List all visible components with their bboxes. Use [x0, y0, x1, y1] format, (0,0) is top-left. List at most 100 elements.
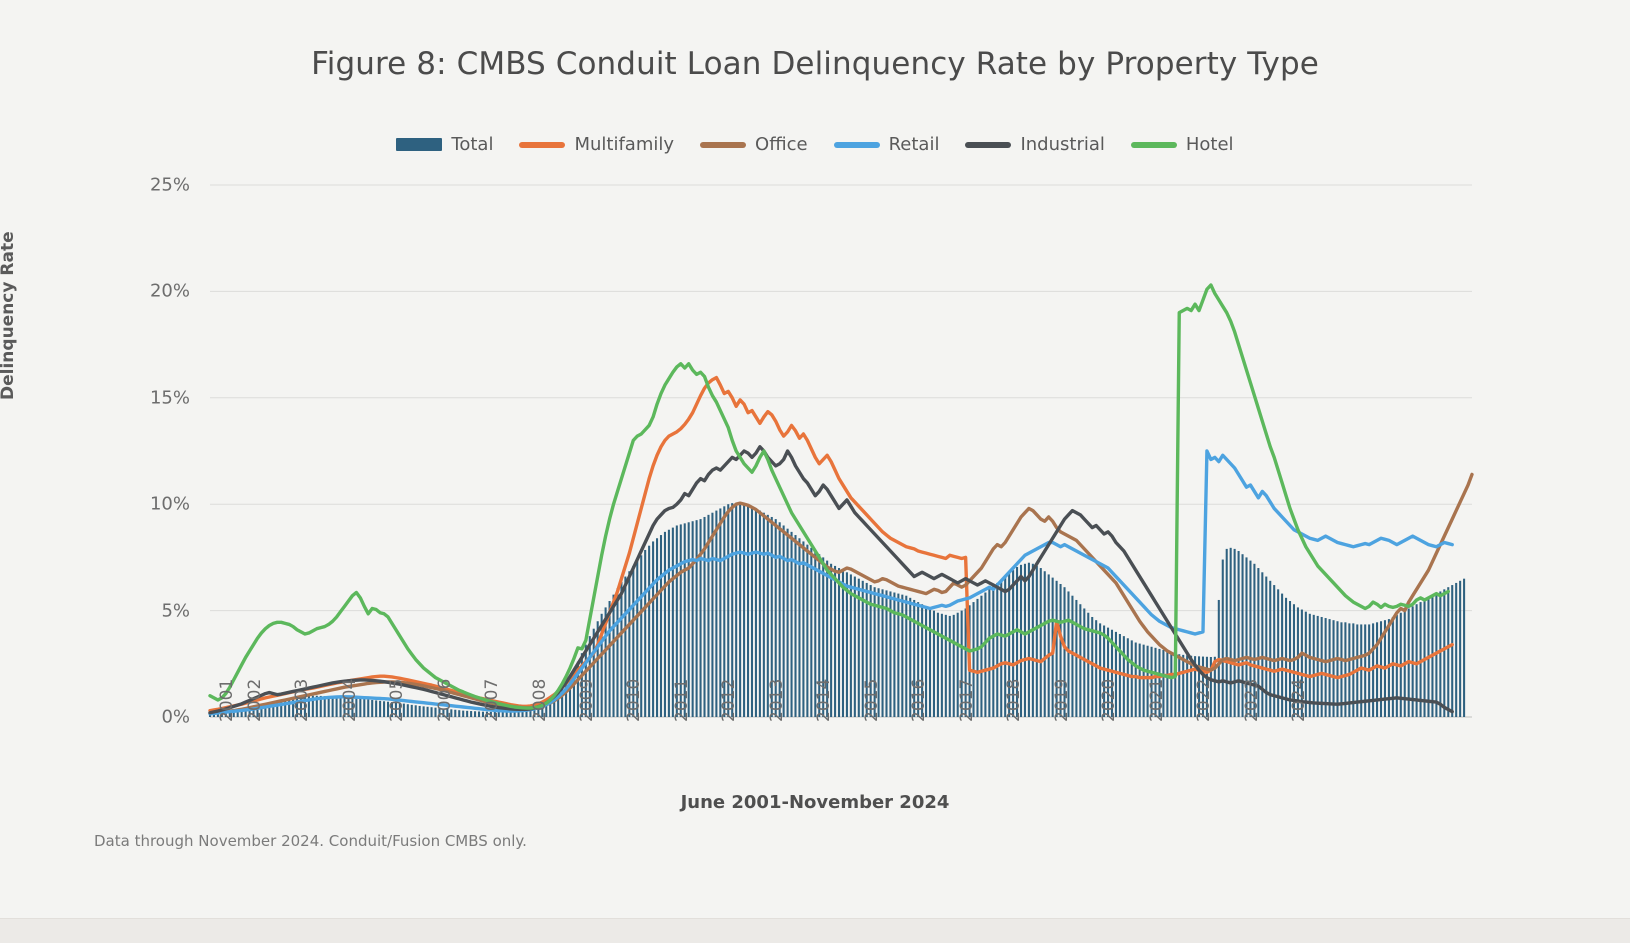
- total-bar: [367, 699, 370, 717]
- total-bar: [359, 698, 362, 717]
- total-bar: [877, 588, 880, 717]
- total-bar: [723, 506, 726, 717]
- total-bar: [477, 711, 481, 717]
- x-tick-label: 2007: [482, 678, 503, 722]
- total-bar: [363, 699, 366, 717]
- total-bar: [762, 512, 765, 717]
- total-bar: [837, 568, 841, 717]
- legend-item-industrial[interactable]: Industrial: [965, 134, 1105, 155]
- total-bar: [438, 708, 441, 717]
- total-bar: [513, 711, 516, 717]
- x-tick-label: 2012: [719, 678, 740, 722]
- total-bar: [327, 696, 330, 717]
- y-tick-label: 10%: [149, 493, 190, 515]
- total-bar: [315, 695, 318, 717]
- total-bar: [371, 699, 374, 717]
- legend-item-label: Industrial: [1020, 134, 1105, 155]
- total-bar: [1447, 587, 1450, 717]
- total-bar: [794, 535, 797, 717]
- y-axis-tick-labels: 0% 5% 10% 15% 20% 25%: [118, 175, 190, 728]
- total-bar: [845, 572, 848, 717]
- total-bar: [841, 570, 845, 717]
- y-tick-label: 15%: [149, 387, 190, 409]
- total-bar: [996, 582, 999, 717]
- total-bar: [1451, 585, 1454, 717]
- total-bar: [335, 696, 338, 717]
- total-bar: [252, 706, 255, 717]
- total-bar: [1039, 568, 1042, 717]
- total-bar: [960, 610, 963, 717]
- total-bar: [1059, 584, 1062, 717]
- x-tick-label: 2020: [1099, 678, 1120, 722]
- total-bar: [750, 507, 754, 717]
- series-line-office: [208, 472, 1474, 715]
- total-bar: [616, 588, 619, 717]
- legend-item-hotel[interactable]: Hotel: [1130, 134, 1234, 155]
- total-bar: [521, 709, 524, 717]
- total-bar: [806, 544, 809, 717]
- total-bar: [703, 516, 706, 717]
- total-bar: [351, 697, 354, 717]
- total-bar: [553, 696, 556, 717]
- total-bar: [667, 529, 670, 717]
- total-bar: [568, 677, 572, 717]
- legend-item-label: Office: [755, 134, 808, 155]
- total-bar: [976, 598, 979, 717]
- total-bar: [1253, 563, 1256, 717]
- x-tick-label: 2021: [1146, 678, 1167, 722]
- total-bar: [1166, 651, 1169, 717]
- legend-item-office[interactable]: Office: [700, 134, 808, 155]
- total-bar: [1352, 623, 1355, 717]
- total-bar: [774, 519, 777, 717]
- total-bar: [964, 608, 967, 717]
- total-bar: [972, 602, 975, 717]
- total-bar: [1439, 591, 1442, 717]
- total-bar: [323, 696, 326, 717]
- total-bar: [1336, 621, 1339, 717]
- total-bar: [1055, 580, 1058, 717]
- total-bar: [1241, 554, 1244, 717]
- total-bar: [695, 520, 698, 717]
- total-bar: [232, 710, 235, 717]
- total-bar: [782, 525, 785, 717]
- total-bar: [849, 574, 852, 717]
- total-bar: [715, 510, 718, 717]
- total-bar: [1126, 638, 1129, 717]
- x-tick-label: 2014: [814, 678, 835, 722]
- total-bar: [1324, 618, 1327, 717]
- legend-item-multifamily[interactable]: Multifamily: [519, 134, 674, 155]
- total-bar: [881, 589, 884, 717]
- total-bar: [1099, 623, 1102, 717]
- total-bar: [1300, 609, 1303, 717]
- total-bar: [810, 547, 813, 717]
- total-bar: [1146, 645, 1149, 717]
- total-bar: [1340, 622, 1343, 717]
- total-bar: [1237, 551, 1240, 717]
- total-bar: [936, 612, 939, 717]
- total-bar: [450, 709, 453, 717]
- x-tick-label: 2009: [577, 678, 597, 722]
- total-bar: [826, 560, 829, 717]
- chart-footnote: Data through November 2024. Conduit/Fusi…: [94, 832, 527, 850]
- total-bar: [1063, 587, 1066, 717]
- x-tick-label: 2011: [671, 678, 692, 722]
- total-bar: [1150, 646, 1153, 717]
- total-bar: [1103, 625, 1106, 717]
- total-bar: [754, 508, 757, 717]
- total-bar: [1178, 654, 1181, 717]
- total-bar: [248, 707, 251, 717]
- total-bar: [390, 702, 394, 717]
- legend-item-retail[interactable]: Retail: [833, 134, 939, 155]
- total-bar: [932, 610, 936, 717]
- total-bar: [1182, 654, 1185, 717]
- total-bar: [869, 585, 872, 717]
- total-bar: [383, 701, 386, 717]
- total-bar: [1332, 620, 1335, 717]
- total-bar: [584, 644, 587, 717]
- x-tick-label: 2004: [339, 678, 360, 722]
- total-bar: [1091, 616, 1094, 717]
- legend-item-total[interactable]: Total: [396, 134, 493, 155]
- total-bar: [260, 704, 263, 717]
- total-bar: [1348, 623, 1351, 717]
- total-bar: [1197, 656, 1201, 717]
